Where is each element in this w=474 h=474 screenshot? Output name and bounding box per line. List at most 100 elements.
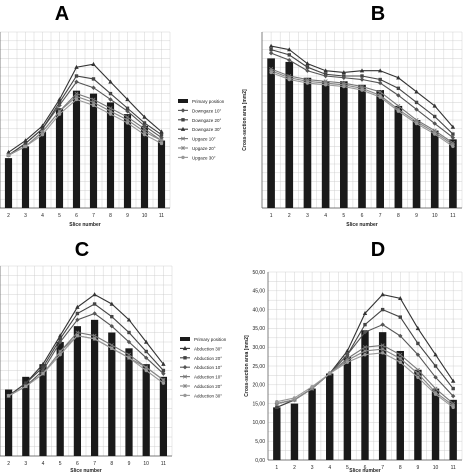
- bar: [290, 403, 299, 460]
- x-tick-label: 10: [433, 465, 439, 471]
- series-point: [378, 95, 382, 99]
- series-point: [323, 68, 328, 73]
- series-line: [8, 303, 164, 397]
- series-point: [432, 121, 437, 126]
- series-line: [8, 95, 162, 156]
- series-point: [109, 323, 115, 329]
- bar: [273, 407, 281, 460]
- series-point: [433, 375, 438, 380]
- series-point: [142, 129, 147, 134]
- series-point: [377, 68, 383, 73]
- legend-marker: [180, 136, 186, 141]
- series-point: [398, 315, 402, 319]
- series-point: [75, 333, 80, 338]
- series-point: [74, 94, 79, 99]
- bar: [4, 158, 13, 208]
- series-point: [126, 352, 132, 357]
- series-point: [142, 126, 147, 131]
- series-point: [292, 397, 297, 402]
- legend-marker: [180, 126, 186, 131]
- series-point: [433, 114, 437, 119]
- series-point: [398, 356, 403, 361]
- series-point: [398, 333, 403, 339]
- series-point: [363, 353, 367, 357]
- series-point: [57, 112, 62, 116]
- x-tick-label: 4: [41, 213, 44, 219]
- bar: [56, 342, 64, 456]
- series-point: [362, 345, 368, 350]
- bar: [358, 84, 366, 208]
- legend-marker: [181, 146, 185, 150]
- series-point: [305, 81, 310, 85]
- series-point: [362, 329, 368, 335]
- legend-marker: [183, 356, 187, 360]
- series-point: [341, 75, 347, 80]
- series-point: [58, 337, 62, 341]
- series-point: [161, 361, 166, 366]
- series-point: [92, 302, 97, 306]
- series-point: [92, 333, 97, 338]
- series-point: [269, 70, 273, 75]
- x-tick-label: 11: [450, 213, 455, 219]
- y-axis-label: Cross-section area [mm2]: [242, 89, 248, 151]
- series-point: [451, 403, 456, 408]
- series-point: [144, 349, 148, 354]
- series-point: [359, 77, 365, 82]
- series-point: [380, 347, 385, 352]
- series-point: [74, 74, 79, 78]
- bar: [431, 388, 440, 460]
- series-point: [415, 326, 421, 331]
- series-line: [8, 75, 162, 156]
- series-point: [161, 378, 166, 382]
- series-point: [414, 121, 419, 126]
- legend: Primary position Downgaze 10° Downgaze 20°…: [178, 99, 225, 160]
- x-tick-label: 3: [306, 213, 309, 219]
- series-line: [8, 335, 164, 397]
- series-point: [398, 360, 402, 364]
- series-point: [287, 77, 291, 82]
- legend-label: Primary position: [194, 337, 227, 342]
- series-point: [92, 311, 97, 316]
- series-point: [287, 57, 292, 63]
- legend-label: Downgaze 10°: [192, 108, 222, 113]
- x-tick-label: 8: [397, 213, 400, 219]
- series-point: [275, 405, 279, 410]
- series-point: [108, 91, 113, 96]
- x-tick-label: 6: [361, 213, 364, 219]
- x-tick-label: 7: [381, 465, 384, 471]
- series-point: [398, 352, 403, 357]
- series-point: [75, 304, 80, 309]
- bar: [378, 332, 387, 460]
- bar: [39, 364, 47, 456]
- bar: [159, 376, 168, 456]
- bar: [73, 326, 82, 456]
- y-tick-label: 20,00: [252, 383, 265, 389]
- bar: [21, 146, 30, 208]
- series-point: [451, 144, 455, 149]
- series-point: [362, 310, 368, 316]
- series-point: [414, 89, 419, 94]
- series-point: [23, 141, 28, 146]
- panel-letter: B: [371, 3, 385, 25]
- series-line: [8, 312, 164, 397]
- series-point: [108, 79, 113, 84]
- series-point: [363, 349, 367, 353]
- y-tick-label: 15,00: [252, 401, 265, 407]
- series-point: [414, 107, 419, 112]
- series-point: [415, 367, 420, 372]
- chart-panel-b: B 1 2 3 4 5 6 7 8 9 10 11 Slice number Cross-section …: [242, 3, 463, 228]
- bar: [106, 102, 115, 208]
- x-tick-label: 10: [142, 213, 148, 219]
- series-point: [75, 330, 80, 335]
- series-point: [342, 84, 346, 89]
- bar: [343, 356, 352, 460]
- series-point: [305, 79, 310, 84]
- series-point: [360, 74, 364, 78]
- series-point: [345, 348, 350, 353]
- series-point: [396, 103, 401, 108]
- y-tick-label: 10,00: [252, 420, 265, 426]
- x-tick-label: 7: [379, 213, 382, 219]
- x-tick-label: 1: [270, 213, 273, 219]
- series-point: [269, 66, 274, 71]
- bar: [449, 399, 457, 460]
